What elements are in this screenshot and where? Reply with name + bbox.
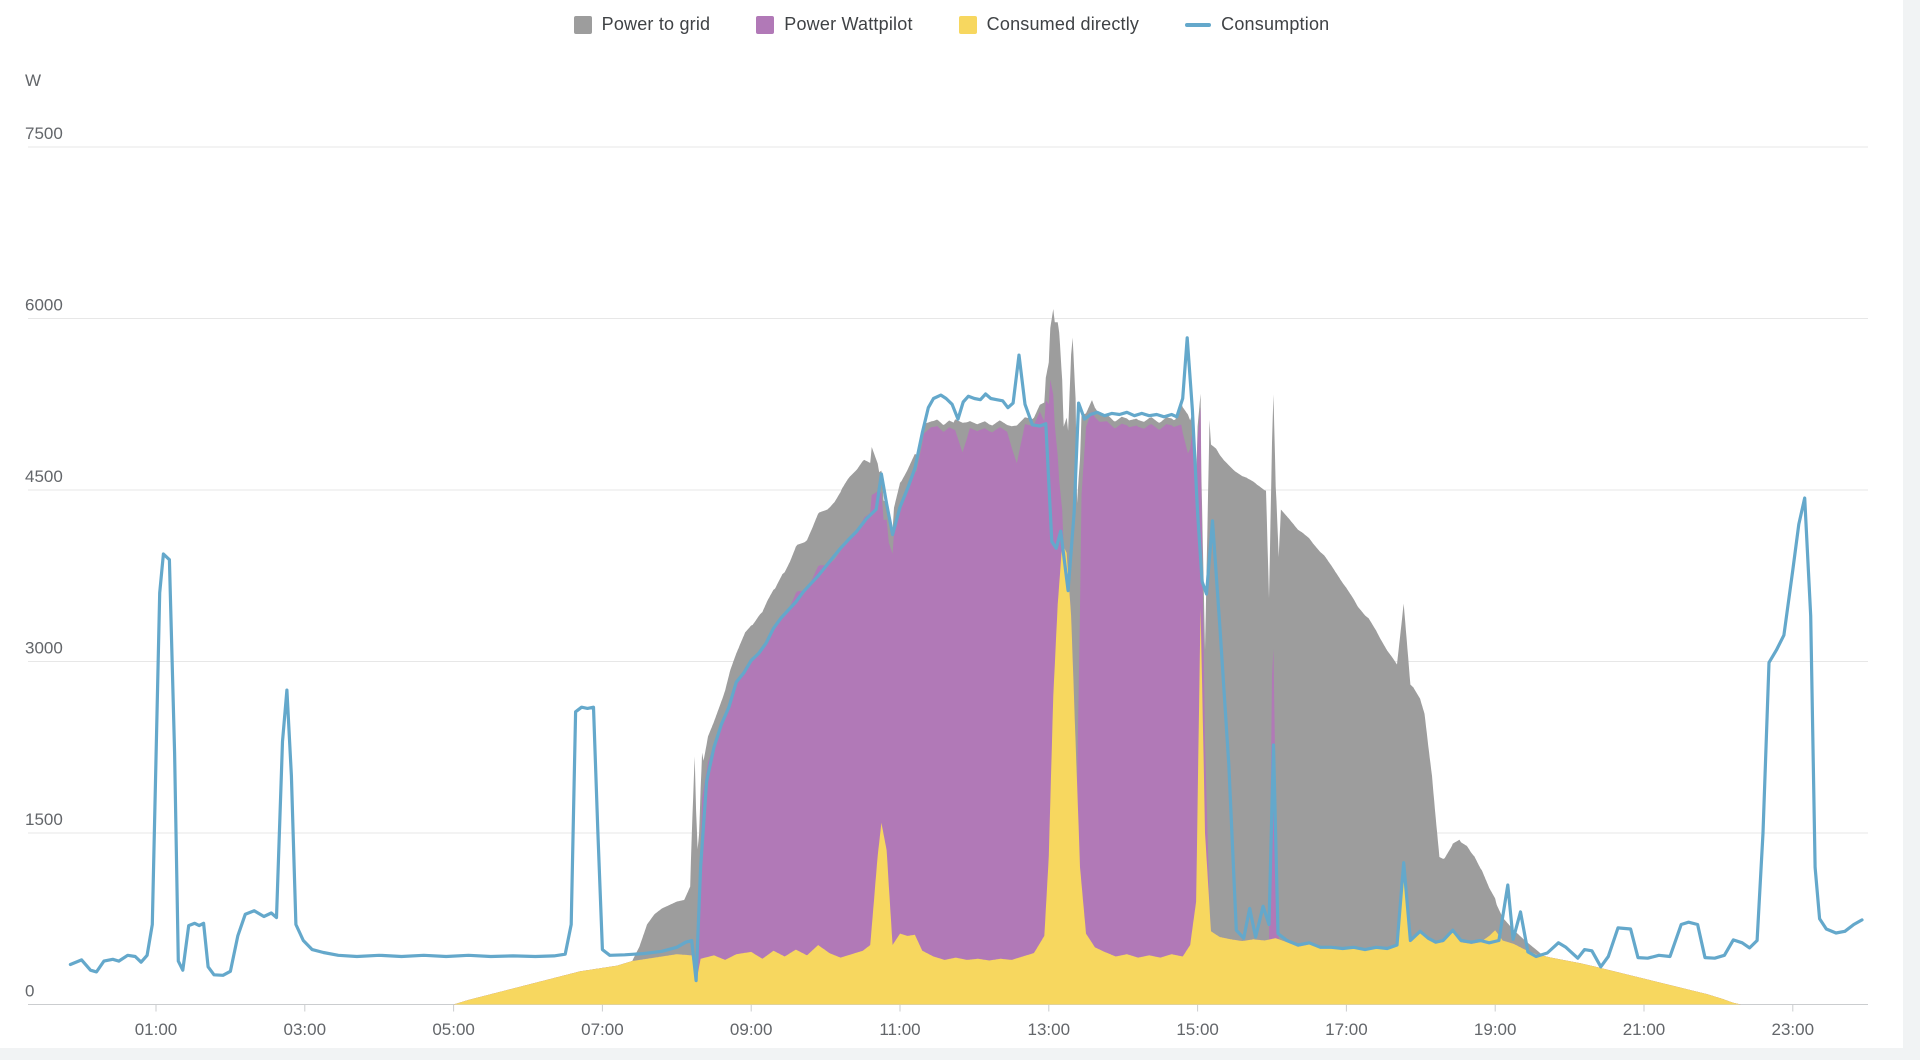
legend-label: Power to grid: [601, 14, 711, 34]
consumed-directly-swatch-icon: [958, 15, 977, 34]
power-to-grid-swatch-icon: [573, 15, 592, 34]
x-tick-label-11:00: 11:00: [879, 1020, 920, 1039]
legend-label: Power Wattpilot: [784, 14, 913, 34]
x-tick-label-15:00: 15:00: [1176, 1020, 1219, 1039]
x-tick-label-19:00: 19:00: [1474, 1020, 1517, 1039]
y-axis-labels: 0 1500 3000 4500 6000 7500 W: [25, 71, 63, 1001]
x-tick-label-05:00: 05:00: [432, 1020, 475, 1039]
chart-card: 0 1500 3000 4500 6000 7500 W 01:00 03:00 05:00 07:…: [0, 0, 1903, 1048]
y-axis-unit: W: [25, 71, 41, 90]
legend-item-consumed-directly[interactable]: Consumed directly: [958, 14, 1140, 35]
legend-item-power-wattpilot[interactable]: Power Wattpilot: [756, 14, 912, 35]
x-tick-label-13:00: 13:00: [1028, 1020, 1071, 1039]
line-series[interactable]: [68, 336, 1864, 983]
legend-label: Consumption: [1221, 14, 1330, 34]
chart-legend: Power to grid Power Wattpilot Consumed dir…: [0, 14, 1903, 35]
x-axis: 01:00 03:00 05:00 07:00 09:00 11:00 13:00 15:00…: [135, 1004, 1815, 1039]
legend-label: Consumed directly: [986, 14, 1140, 34]
stacked-areas[interactable]: [81, 309, 1868, 1005]
power-day-chart[interactable]: 0 1500 3000 4500 6000 7500 W 01:00 03:00 05:00 07:…: [0, 0, 1903, 1048]
x-tick-label-03:00: 03:00: [284, 1020, 327, 1039]
y-tick-label-6000: 6000: [25, 296, 63, 315]
legend-item-power-to-grid[interactable]: Power to grid: [573, 14, 711, 35]
legend-item-consumption[interactable]: Consumption: [1185, 14, 1329, 35]
power-wattpilot-swatch-icon: [756, 15, 775, 34]
x-tick-label-07:00: 07:00: [581, 1020, 624, 1039]
y-tick-label-4500: 4500: [25, 467, 63, 486]
y-tick-label-3000: 3000: [25, 639, 63, 658]
x-tick-label-09:00: 09:00: [730, 1020, 773, 1039]
line-consumption[interactable]: [68, 336, 1864, 983]
y-tick-label-1500: 1500: [25, 810, 63, 829]
x-tick-label-21:00: 21:00: [1623, 1020, 1666, 1039]
area-power-wattpilot[interactable]: [81, 379, 1868, 1005]
consumption-swatch-icon: [1185, 22, 1212, 27]
y-tick-label-7500: 7500: [25, 124, 63, 143]
y-tick-label-0: 0: [25, 982, 34, 1001]
x-tick-label-17:00: 17:00: [1325, 1020, 1368, 1039]
x-tick-label-01:00: 01:00: [135, 1020, 178, 1039]
x-tick-label-23:00: 23:00: [1772, 1020, 1815, 1039]
